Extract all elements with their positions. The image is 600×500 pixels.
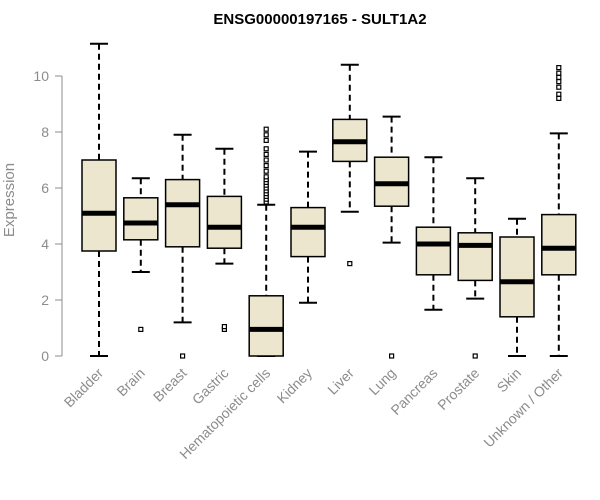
box-prostate — [457, 177, 493, 359]
iqr-box — [415, 226, 452, 276]
outlier-point — [263, 132, 269, 138]
box-kidney — [290, 150, 326, 304]
x-tick-label: Brain — [113, 365, 147, 399]
box-brain — [123, 177, 159, 332]
outlier-point — [263, 146, 269, 152]
x-tick-label: Breast — [150, 365, 190, 405]
box-skin — [499, 217, 535, 357]
box-gastric — [206, 147, 243, 332]
outlier-point — [263, 174, 269, 180]
outlier-point — [180, 353, 186, 359]
iqr-box — [164, 178, 201, 248]
outlier-point — [263, 151, 269, 157]
box-hematopoietic-cells — [248, 126, 284, 357]
iqr-box — [541, 213, 577, 276]
outlier-point — [556, 84, 562, 90]
box-breast — [164, 133, 201, 359]
iqr-box — [290, 206, 326, 258]
outlier-point — [263, 137, 269, 143]
y-tick-label: 0 — [41, 348, 49, 364]
y-tick-label: 4 — [41, 236, 49, 252]
x-tick-label: Kidney — [274, 365, 316, 407]
outlier-point — [556, 70, 562, 76]
outlier-point — [556, 74, 562, 81]
x-tick-label: Prostate — [434, 365, 482, 413]
x-tick-label: Bladder — [61, 365, 107, 411]
y-tick-label: 2 — [41, 292, 49, 308]
chart-title: ENSG00000197165 - SULT1A2 — [213, 11, 426, 28]
iqr-box — [457, 232, 493, 282]
outlier-point — [138, 326, 144, 332]
outlier-point — [347, 261, 353, 267]
box-unknown-other — [541, 64, 577, 357]
x-tick-label: Unknown / Other — [480, 365, 566, 451]
box-liver — [332, 63, 368, 267]
x-tick-label: Lung — [365, 365, 398, 398]
box-lung — [373, 115, 410, 359]
iqr-box — [499, 236, 535, 318]
box-pancreas — [415, 156, 452, 311]
outlier-point — [263, 163, 269, 169]
y-tick-label: 6 — [41, 180, 49, 196]
outlier-point — [472, 353, 478, 359]
outlier-point — [389, 353, 395, 359]
outlier-point — [221, 324, 227, 330]
outlier-point — [556, 91, 562, 97]
outlier-point — [556, 64, 562, 71]
iqr-box — [206, 195, 243, 249]
outlier-point — [263, 126, 269, 132]
iqr-box — [248, 295, 284, 357]
outlier-point — [263, 168, 269, 174]
y-tick-label: 8 — [41, 124, 49, 140]
outlier-point — [263, 157, 269, 163]
y-axis-label: Expression — [1, 163, 18, 237]
box-bladder — [81, 42, 117, 357]
y-axis: 0 2 4 6 8 10 — [33, 68, 63, 364]
iqr-box — [81, 159, 117, 252]
outlier-point — [556, 78, 562, 85]
x-tick-label: Skin — [494, 365, 525, 396]
y-tick-label: 10 — [33, 68, 49, 84]
outlier-point — [556, 95, 562, 102]
boxes-group — [81, 42, 577, 359]
iqr-box — [123, 197, 159, 241]
x-tick-label: Liver — [324, 365, 357, 398]
